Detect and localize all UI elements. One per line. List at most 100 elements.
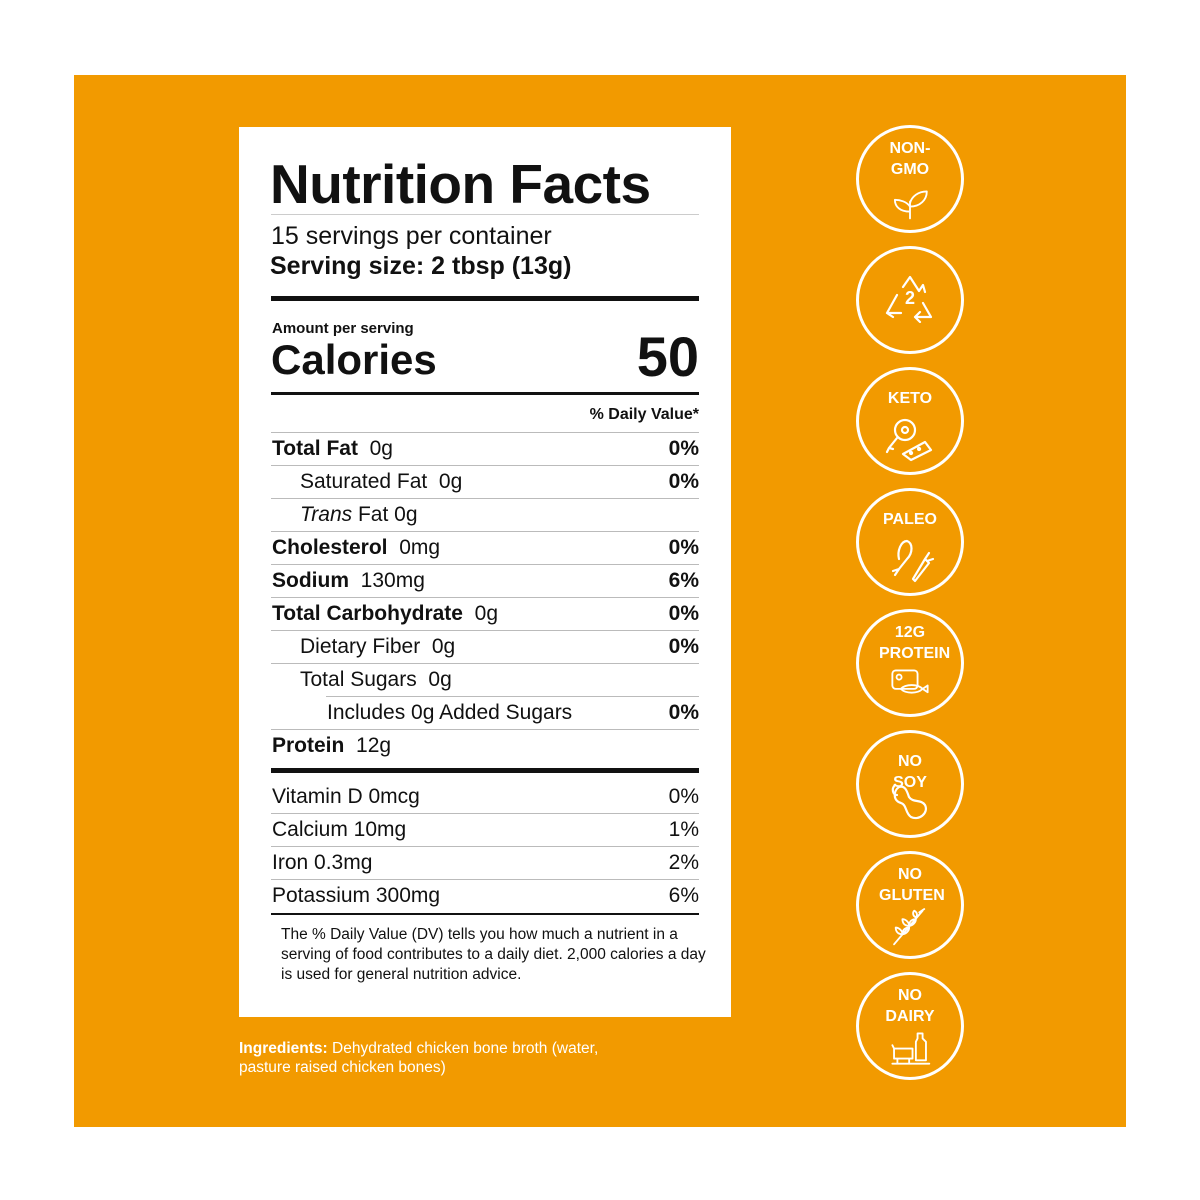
vitamin-daily-value: 1%: [668, 818, 699, 841]
nutrient-name: Saturated Fat: [300, 470, 428, 493]
badge-label: NON-GMO: [889, 140, 931, 178]
soybean-icon: [891, 783, 927, 820]
nutrient-name: Sodium: [272, 569, 349, 592]
vitamin-row: Calcium 10mg 1%: [272, 814, 699, 847]
row-divider: [326, 696, 699, 697]
vitamin-row: Iron 0.3mg 2%: [272, 847, 699, 880]
nutrient-row: Total Sugars 0g: [272, 664, 699, 697]
row-divider: [271, 597, 699, 598]
badge-non-gmo: NON-GMO: [856, 125, 964, 233]
nutrient-name: Trans: [300, 503, 353, 526]
protein-foods-icon: [891, 669, 929, 694]
ingredients: Ingredients: Dehydrated chicken bone bro…: [239, 1039, 619, 1077]
divider: [271, 214, 699, 215]
vitamin-row: Vitamin D 0mcg 0%: [272, 781, 699, 814]
nutrient-daily-value: 6%: [668, 569, 699, 592]
row-divider: [271, 663, 699, 664]
nutrient-daily-value: 0%: [668, 437, 699, 460]
nutrient-name: Includes 0g Added Sugars: [327, 701, 573, 724]
vitamin-daily-value: 6%: [668, 884, 699, 907]
ingredients-text: Dehydrated chicken bone broth (water, pa…: [239, 1040, 599, 1076]
nutrient-daily-value: 0%: [668, 536, 699, 559]
badge-no-soy: NO SOY: [856, 730, 964, 838]
row-divider: [271, 630, 699, 631]
nutrient-amount: 12g: [356, 734, 392, 757]
badge-2: 2: [856, 246, 964, 354]
nutrient-amount: 0mg: [399, 536, 441, 559]
servings-per-container: 15 servings per container: [271, 222, 552, 250]
nutrition-label-panel: [239, 127, 731, 1017]
badge-paleo: PALEO: [856, 488, 964, 596]
badge-keto: KETO: [856, 367, 964, 475]
nutrient-amount: 0g: [369, 437, 393, 460]
nutrient-amount: 0g: [431, 635, 456, 658]
recycle-icon: [885, 275, 933, 323]
row-divider: [271, 465, 699, 466]
nutrient-row: Total Carbohydrate 0g 0%: [272, 598, 699, 631]
nutrient-daily-value: 0%: [668, 602, 699, 625]
wheat-icon: [893, 908, 926, 946]
badge-no-gluten: NO GLUTEN: [856, 851, 964, 959]
badge-12g-protein: 12G PROTEIN: [856, 609, 964, 717]
medium-divider: [271, 392, 699, 395]
thick-divider: [271, 296, 699, 301]
nutrient-row: Cholesterol 0mg 0%: [272, 532, 699, 565]
nutrient-amount: Fat 0g: [357, 503, 418, 526]
nutrient-row: Saturated Fat 0g 0%: [272, 466, 699, 499]
badge-label: 2: [904, 288, 915, 308]
row-divider: [271, 564, 699, 565]
vitamin-name: Iron 0.3mg: [272, 851, 373, 874]
nutrient-row: Sodium 130mg 6%: [272, 565, 699, 598]
nutrient-amount: 0g: [438, 470, 463, 493]
row-divider: [271, 531, 699, 532]
meat-cheese-icon: [885, 418, 933, 462]
daily-value-footnote: The % Daily Value (DV) tells you how muc…: [281, 926, 706, 983]
nutrient-name: Protein: [272, 734, 345, 757]
row-divider: [271, 498, 699, 499]
serving-size: Serving size: 2 tbsp (13g): [270, 252, 572, 280]
drumstick-carrot-icon: [891, 539, 935, 583]
badge-label: 12G PROTEIN: [879, 624, 951, 662]
nutrient-daily-value: 0%: [668, 701, 699, 724]
calories-value: 50: [636, 325, 699, 388]
row-divider: [271, 813, 699, 814]
nutrient-row: Trans Fat 0g: [272, 499, 699, 532]
nutrient-daily-value: 0%: [668, 470, 699, 493]
nutrient-row: Dietary Fiber 0g 0%: [272, 631, 699, 664]
nutrient-name: Total Sugars: [300, 668, 417, 691]
nutrient-daily-value: 0%: [668, 635, 699, 658]
vitamin-daily-value: 0%: [668, 785, 699, 808]
label-title: Nutrition Facts: [270, 153, 651, 215]
thick-divider: [271, 768, 699, 773]
nutrient-name: Cholesterol: [272, 536, 388, 559]
nutrient-amount: 0g: [428, 668, 452, 691]
badge-label: NO GLUTEN: [879, 866, 945, 904]
vitamin-name: Vitamin D 0mcg: [272, 785, 420, 808]
divider: [271, 913, 699, 915]
row-divider: [271, 729, 699, 730]
cow-milk-icon: [891, 1032, 931, 1065]
sprout-icon: [893, 190, 928, 220]
nutrient-row: Includes 0g Added Sugars 0%: [272, 697, 699, 730]
daily-value-header: % Daily Value*: [589, 406, 699, 423]
nutrient-row: Total Fat 0g 0%: [272, 433, 699, 466]
row-divider: [271, 432, 699, 433]
calories-label: Calories: [271, 336, 437, 383]
badge-label: PALEO: [883, 511, 937, 528]
vitamin-daily-value: 2%: [668, 851, 699, 874]
row-divider: [271, 846, 699, 847]
vitamin-name: Potassium 300mg: [272, 884, 441, 907]
nutrient-name: Total Carbohydrate: [272, 602, 463, 625]
badge-no-dairy: NO DAIRY: [856, 972, 964, 1080]
row-divider: [271, 879, 699, 880]
nutrient-name: Total Fat: [272, 437, 358, 460]
badge-label: NO DAIRY: [885, 987, 935, 1025]
vitamin-name: Calcium 10mg: [272, 818, 407, 841]
amount-per-serving: Amount per serving: [272, 320, 414, 337]
nutrient-name: Dietary Fiber: [300, 635, 421, 658]
nutrient-amount: 0g: [474, 602, 498, 625]
nutrient-row: Protein 12g: [272, 730, 699, 763]
ingredients-label: Ingredients:: [239, 1040, 328, 1057]
vitamin-row: Potassium 300mg 6%: [272, 880, 699, 913]
nutrient-amount: 130mg: [360, 569, 425, 592]
